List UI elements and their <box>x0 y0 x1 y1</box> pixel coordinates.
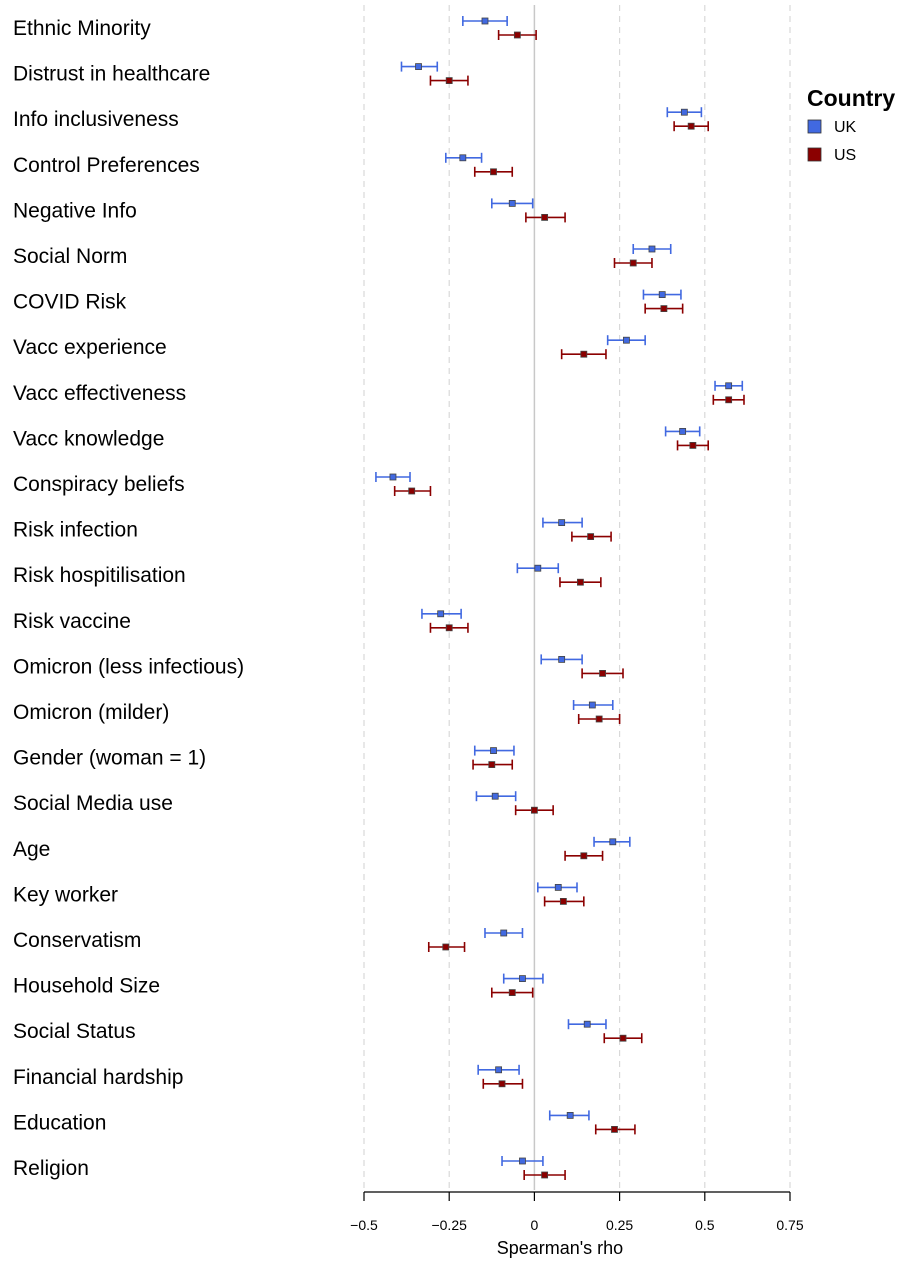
data-point <box>519 1157 526 1165</box>
legend: Country UK US <box>807 85 895 164</box>
data-point <box>488 761 496 768</box>
data-point <box>583 1020 591 1028</box>
category-label: Conservatism <box>13 929 141 952</box>
data-point <box>660 305 668 313</box>
data-point <box>687 122 695 130</box>
data-point <box>498 1080 506 1088</box>
data-point <box>490 168 497 176</box>
category-labels: Ethnic Minority Distrust in healthcare Inf… <box>13 17 244 1180</box>
data-point <box>611 1126 618 1133</box>
x-tick-label: −0.5 <box>350 1217 378 1233</box>
data-point <box>619 1034 627 1042</box>
x-tick-label: 0.5 <box>695 1217 715 1233</box>
data-point <box>442 943 450 951</box>
data-point <box>554 884 562 891</box>
data-point <box>648 245 656 253</box>
data-point <box>445 624 453 632</box>
category-label: Risk infection <box>13 519 138 542</box>
category-label: Social Norm <box>13 245 127 268</box>
series-us <box>393 30 745 1180</box>
category-label: Negative Info <box>13 199 137 222</box>
data-point <box>580 852 588 860</box>
category-label: Ethnic Minority <box>13 17 151 40</box>
x-tick-label: −0.25 <box>431 1217 467 1233</box>
data-point <box>689 441 697 449</box>
category-label: Control Preferences <box>13 154 200 177</box>
data-point <box>415 63 422 70</box>
data-point <box>725 382 733 390</box>
data-point <box>541 1171 549 1179</box>
category-label: COVID Risk <box>13 291 127 314</box>
legend-swatch-us <box>807 147 822 162</box>
category-label: Omicron (less infectious) <box>13 655 244 678</box>
category-label: Omicron (milder) <box>13 701 169 724</box>
x-axis-title: Spearman's rho <box>497 1238 624 1258</box>
data-point <box>558 519 566 526</box>
category-label: Social Media use <box>13 792 173 815</box>
error-bars <box>375 16 745 1180</box>
data-point <box>437 610 445 618</box>
category-label: Financial hardship <box>13 1066 183 1089</box>
category-label: Vacc experience <box>13 336 167 359</box>
data-point <box>623 336 630 344</box>
data-point <box>595 715 603 723</box>
data-point <box>531 806 538 814</box>
data-point <box>519 975 526 982</box>
category-label: Age <box>13 838 50 861</box>
category-label: Vacc effectiveness <box>13 382 186 405</box>
legend-swatch-uk <box>807 119 822 134</box>
data-point <box>481 17 489 25</box>
series-uk <box>375 16 744 1166</box>
category-label: Vacc knowledge <box>13 427 164 450</box>
data-point <box>500 929 508 937</box>
category-label: Social Status <box>13 1020 136 1043</box>
data-point <box>559 898 567 905</box>
data-point <box>588 701 596 709</box>
data-point <box>680 108 688 116</box>
data-point <box>513 31 521 39</box>
data-point <box>566 1112 574 1119</box>
x-axis: −0.5 −0.25 0 0.25 0.5 0.75 <box>350 1191 804 1233</box>
data-point <box>389 473 397 481</box>
category-label: Household Size <box>13 975 160 998</box>
data-point <box>580 350 588 358</box>
data-point <box>508 199 516 207</box>
data-point <box>445 77 453 84</box>
data-point <box>599 670 606 677</box>
data-point <box>679 427 687 435</box>
data-point <box>508 989 516 996</box>
data-point <box>541 213 549 221</box>
legend-label-us: US <box>834 147 856 164</box>
category-label: Risk hospitilisation <box>13 564 186 587</box>
data-point <box>629 259 637 267</box>
data-point <box>577 578 584 586</box>
data-point <box>491 792 499 800</box>
data-point <box>534 564 542 572</box>
category-label: Risk vaccine <box>13 610 131 633</box>
category-label: Religion <box>13 1157 89 1180</box>
data-point <box>495 1066 503 1074</box>
x-tick-label: 0 <box>531 1217 539 1233</box>
legend-title: Country <box>807 85 895 111</box>
data-point <box>587 533 595 540</box>
category-label: Info inclusiveness <box>13 108 179 131</box>
data-point <box>725 396 733 404</box>
data-point <box>408 487 416 495</box>
category-label: Conspiracy beliefs <box>13 473 185 496</box>
category-label: Education <box>13 1111 106 1134</box>
category-label: Gender (woman = 1) <box>13 747 206 770</box>
x-tick-label: 0.25 <box>606 1217 633 1233</box>
data-point <box>490 747 497 754</box>
x-tick-label: 0.75 <box>776 1217 803 1233</box>
data-point <box>658 291 666 299</box>
data-point <box>459 154 467 162</box>
grid-lines <box>363 5 791 1190</box>
data-point <box>558 656 566 663</box>
legend-label-uk: UK <box>834 119 857 136</box>
data-point <box>609 838 617 846</box>
category-label: Key worker <box>13 883 118 906</box>
category-label: Distrust in healthcare <box>13 63 210 86</box>
